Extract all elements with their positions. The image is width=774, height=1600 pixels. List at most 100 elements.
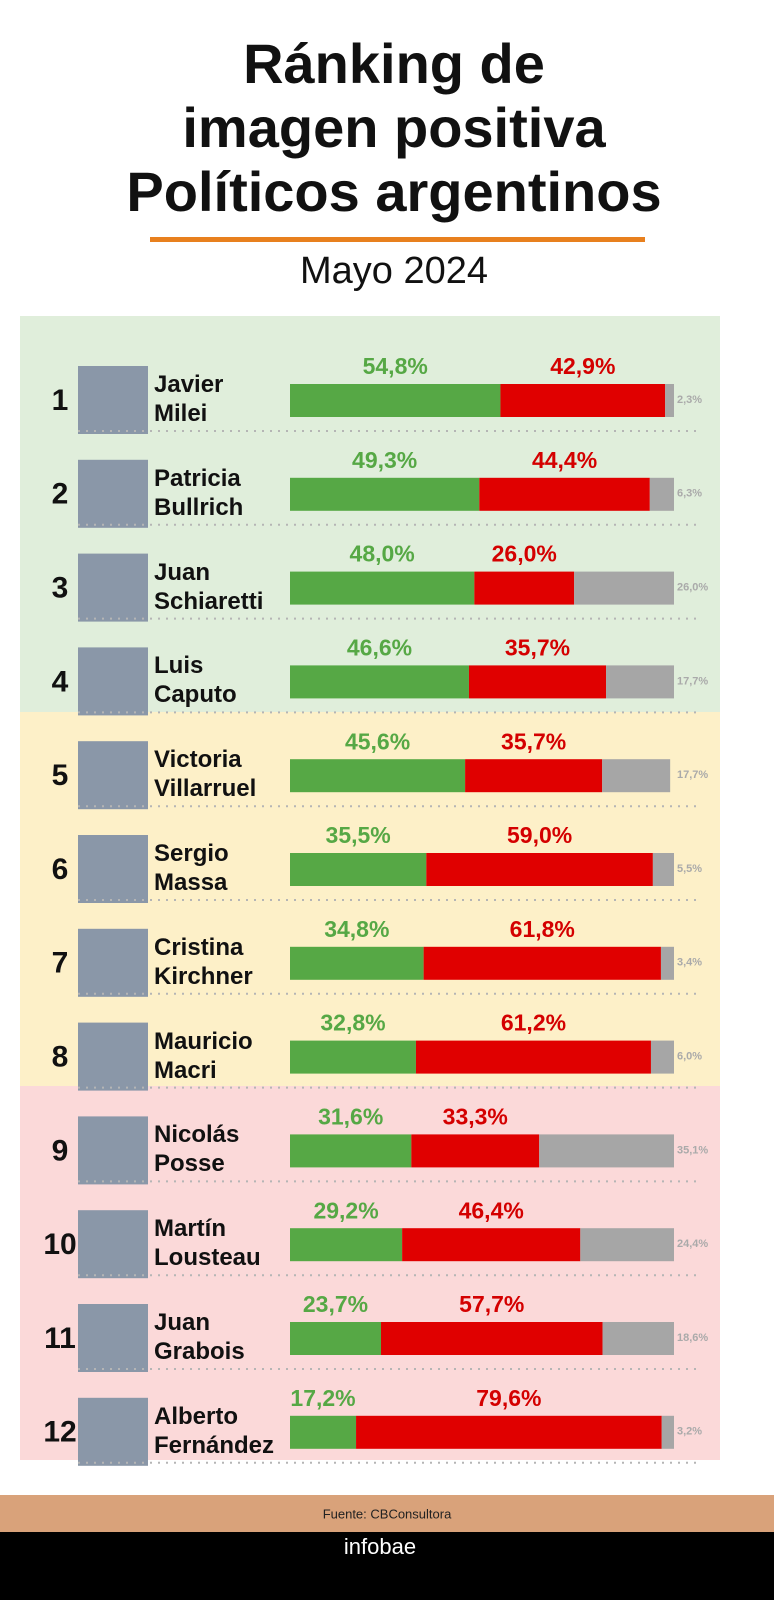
politician-name: Alberto Fernández: [154, 1402, 275, 1459]
value-label: 3,2%: [677, 1426, 702, 1438]
value-label: 61,2%: [501, 1010, 566, 1036]
bar-segment: [661, 1415, 674, 1449]
bar-segment: [290, 759, 466, 793]
value-label: 79,6%: [476, 1385, 541, 1411]
value-label: 31,6%: [318, 1103, 383, 1129]
value-label: 6,3%: [677, 488, 702, 500]
bar-segment: [574, 571, 674, 605]
value-label: 46,4%: [459, 1197, 524, 1223]
politician-name: Cristina Kirchner: [154, 933, 253, 990]
bar-segment: [290, 1228, 403, 1262]
rank: 7: [52, 947, 69, 980]
photo: [78, 1022, 148, 1091]
bar-segment: [290, 1415, 357, 1449]
photo: [78, 366, 148, 434]
politician-name: Martín Lousteau: [154, 1215, 261, 1272]
value-label: 35,5%: [326, 822, 391, 848]
value-label: 35,7%: [505, 634, 570, 660]
bar-segment: [415, 1040, 651, 1074]
value-label: 44,4%: [532, 447, 597, 473]
bar-segment: [500, 384, 666, 417]
value-label: 17,2%: [290, 1385, 355, 1411]
bar-segment: [665, 384, 674, 417]
politician-name: Nicolás Posse: [154, 1121, 240, 1178]
politician-name: Patricia Bullrich: [154, 464, 244, 521]
bar-segment: [290, 946, 424, 980]
bar-segment: [402, 1228, 581, 1262]
politician-name: Mauricio Macri: [154, 1027, 253, 1084]
rank: 12: [43, 1416, 76, 1449]
politician-name: Javier Milei: [154, 371, 224, 427]
politician-name: Victoria Villarruel: [154, 746, 257, 803]
value-label: 33,3%: [443, 1103, 508, 1129]
subtitle: Mayo 2024: [300, 250, 488, 292]
value-label: 48,0%: [350, 541, 415, 567]
photo: [78, 459, 148, 528]
bar-segment: [479, 477, 650, 511]
footer-band: [0, 1532, 774, 1600]
bar-segment: [411, 1134, 540, 1168]
photo: [78, 835, 148, 903]
rank: 5: [52, 759, 69, 792]
value-label: 18,6%: [677, 1332, 708, 1344]
rank: 6: [52, 853, 69, 886]
bar-segment: [290, 1134, 412, 1168]
source: Fuente: CBConsultora: [323, 1506, 452, 1521]
bar-segment: [290, 665, 469, 699]
bar-segment: [468, 665, 607, 699]
value-label: 59,0%: [507, 822, 572, 848]
politician-name: Juan Grabois: [154, 1309, 245, 1365]
bar-segment: [602, 1322, 674, 1355]
bar-segment: [606, 665, 674, 699]
value-label: 54,8%: [363, 353, 428, 379]
photo: [78, 928, 148, 997]
value-label: 49,3%: [352, 447, 417, 473]
value-label: 23,7%: [303, 1291, 368, 1317]
rank: 3: [52, 572, 69, 605]
rank: 9: [52, 1134, 69, 1167]
value-label: 17,7%: [677, 675, 708, 687]
bar-segment: [290, 477, 480, 511]
title-rule: [150, 237, 645, 242]
rank: 2: [52, 478, 69, 511]
rank: 11: [44, 1322, 76, 1355]
bar-segment: [652, 853, 674, 886]
photo: [78, 1397, 148, 1466]
value-label: 3,4%: [677, 957, 702, 969]
bar-segment: [539, 1134, 674, 1168]
value-label: 35,1%: [677, 1144, 708, 1156]
photo: [78, 647, 148, 716]
politician-name: Sergio Massa: [154, 840, 229, 896]
title-line: imagen positiva: [182, 96, 606, 159]
bar-segment: [290, 853, 427, 886]
politician-name: Juan Schiaretti: [154, 558, 264, 615]
value-label: 6,0%: [677, 1051, 702, 1063]
title-line: Ránking de: [243, 32, 545, 95]
rank: 1: [52, 384, 69, 417]
photo: [78, 553, 148, 622]
bar-segment: [650, 1040, 674, 1074]
bar-segment: [602, 759, 671, 793]
value-label: 42,9%: [550, 353, 615, 379]
rank: 4: [52, 665, 69, 698]
bar-segment: [290, 384, 501, 417]
rank: 10: [43, 1228, 76, 1261]
bar-segment: [290, 571, 475, 605]
value-label: 61,8%: [510, 916, 575, 942]
value-label: 45,6%: [345, 728, 410, 754]
value-label: 17,7%: [677, 769, 708, 781]
bar-segment: [356, 1415, 662, 1449]
bar-segment: [290, 1040, 416, 1074]
bar-segment: [465, 759, 603, 793]
bar-segment: [426, 853, 653, 886]
bar-segment: [580, 1228, 674, 1262]
value-label: 26,0%: [492, 541, 557, 567]
photo: [78, 741, 148, 810]
value-label: 34,8%: [324, 916, 389, 942]
bar-segment: [423, 946, 661, 980]
value-label: 5,5%: [677, 863, 702, 875]
photo: [78, 1210, 148, 1279]
photo: [78, 1116, 148, 1185]
